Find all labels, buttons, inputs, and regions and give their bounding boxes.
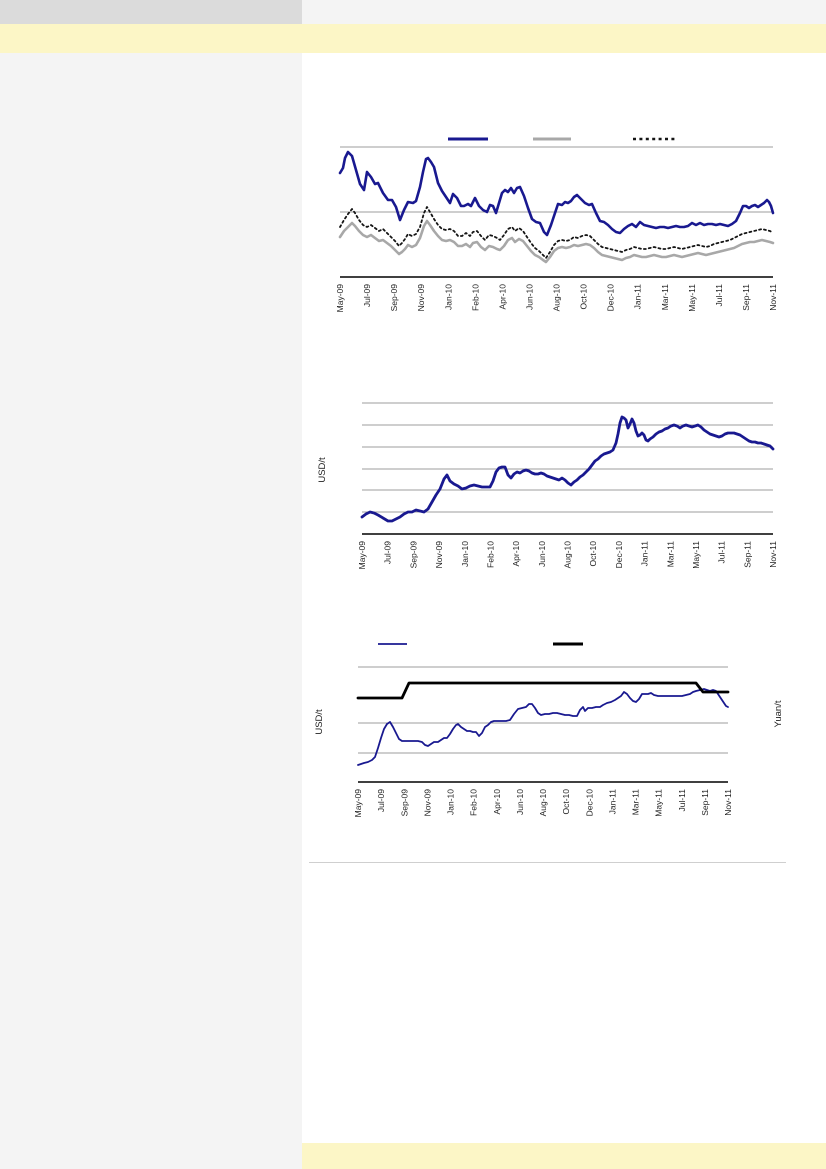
chart2-x-tick-label: Dec-10 (614, 541, 624, 569)
chart1-x-tick-label: Sep-09 (389, 284, 399, 312)
chart1-x-tick-label: May-09 (335, 284, 345, 313)
chart3-x-tick-label: Oct-10 (561, 789, 571, 815)
chart1-x-tick-label: Jul-09 (362, 284, 372, 307)
chart2-x-tick-label: Sep-11 (742, 541, 752, 568)
chart1-x-tick-label: Aug-10 (552, 284, 562, 312)
chart1-x-tick-label: Mar-11 (660, 284, 670, 311)
chart1-x-tick-label: Jun-10 (524, 284, 534, 310)
chart1-x-tick-label: Jan-10 (443, 284, 453, 310)
chart1-x-tick-label: Apr-10 (497, 284, 507, 310)
chart2-x-tick-label: Jul-09 (383, 541, 393, 564)
chart2-line-navy (360, 415, 775, 523)
chart3-x-tick-label: Jan-10 (446, 789, 456, 815)
chart3-x-tick-label: Sep-11 (700, 789, 710, 816)
chart3-line-blue (357, 688, 729, 766)
chart3-x-tick-label: Dec-10 (584, 789, 594, 817)
chart2-x-tick-label: Jan-10 (460, 541, 470, 567)
chart1-x-tick-label: Jan-11 (633, 284, 643, 310)
chart3-x-tick-label: Feb-10 (469, 789, 479, 816)
chart2-x-tick-label: Jul-11 (717, 541, 727, 564)
chart1-x-tick-label: May-11 (687, 284, 697, 312)
chart2-x-tick-label: Feb-10 (485, 541, 495, 568)
chart2-x-tick-label: May-09 (357, 541, 367, 570)
chart1-line-gray (338, 219, 775, 264)
chart3-x-tick-label: May-09 (353, 789, 363, 818)
content-divider-line (309, 862, 786, 863)
chart1-x-tick-label: Sep-11 (741, 284, 751, 311)
chart1-x-tick-label: Dec-10 (606, 284, 616, 312)
chart1-x-tick-label: Nov-11 (768, 284, 778, 311)
chart2-x-tick-label: Nov-09 (434, 541, 444, 569)
chart3-line-black-step (356, 681, 730, 700)
chart3-axis-title: USD/t (314, 709, 325, 735)
chart3-x-tick-label: Jun-10 (515, 789, 525, 815)
chart2-x-tick-label: Oct-10 (588, 541, 598, 567)
chart3-x-tick-label: Aug-10 (538, 789, 548, 817)
chart3-x-tick-label: Apr-10 (492, 789, 502, 815)
chart1-line-navy (338, 150, 775, 237)
chart3-x-tick-label: Jul-11 (677, 789, 687, 812)
chart2-axis-title: USD/t (317, 457, 328, 483)
chart1-x-tick-label: Feb-10 (470, 284, 480, 311)
chart2-x-tick-label: Nov-11 (768, 541, 778, 568)
chart2-x-tick-label: Jun-10 (537, 541, 547, 567)
chart3-x-tick-label: Sep-09 (399, 789, 409, 817)
chart3-x-tick-label: Jul-09 (376, 789, 386, 812)
chart1-x-tick-label: Nov-09 (416, 284, 426, 312)
chart3-x-tick-label: Nov-09 (422, 789, 432, 817)
chart2-x-tick-label: Aug-10 (563, 541, 573, 569)
top-right-strip (302, 0, 826, 24)
chart3-axis-title: Yuan/t (773, 700, 784, 727)
chart1-x-tick-label: Oct-10 (579, 284, 589, 310)
left-sidebar (0, 53, 302, 1169)
footer-yellow-band (302, 1143, 826, 1169)
top-gray-bar (0, 0, 302, 24)
chart2-x-tick-label: May-11 (691, 541, 701, 569)
chart2-x-tick-label: Jan-11 (640, 541, 650, 567)
chart1-x-tick-label: Jul-11 (714, 284, 724, 307)
chart1-line-dotted (339, 206, 774, 259)
chart2-x-tick-label: Mar-11 (665, 541, 675, 568)
chart2-x-tick-label: Sep-09 (408, 541, 418, 569)
chart2-x-tick-label: Apr-10 (511, 541, 521, 567)
chart3-x-tick-label: Nov-11 (723, 789, 733, 816)
chart3-x-tick-label: Jan-11 (607, 789, 617, 815)
chart3-x-tick-label: Mar-11 (631, 789, 641, 816)
chart3-x-tick-label: May-11 (654, 789, 664, 817)
